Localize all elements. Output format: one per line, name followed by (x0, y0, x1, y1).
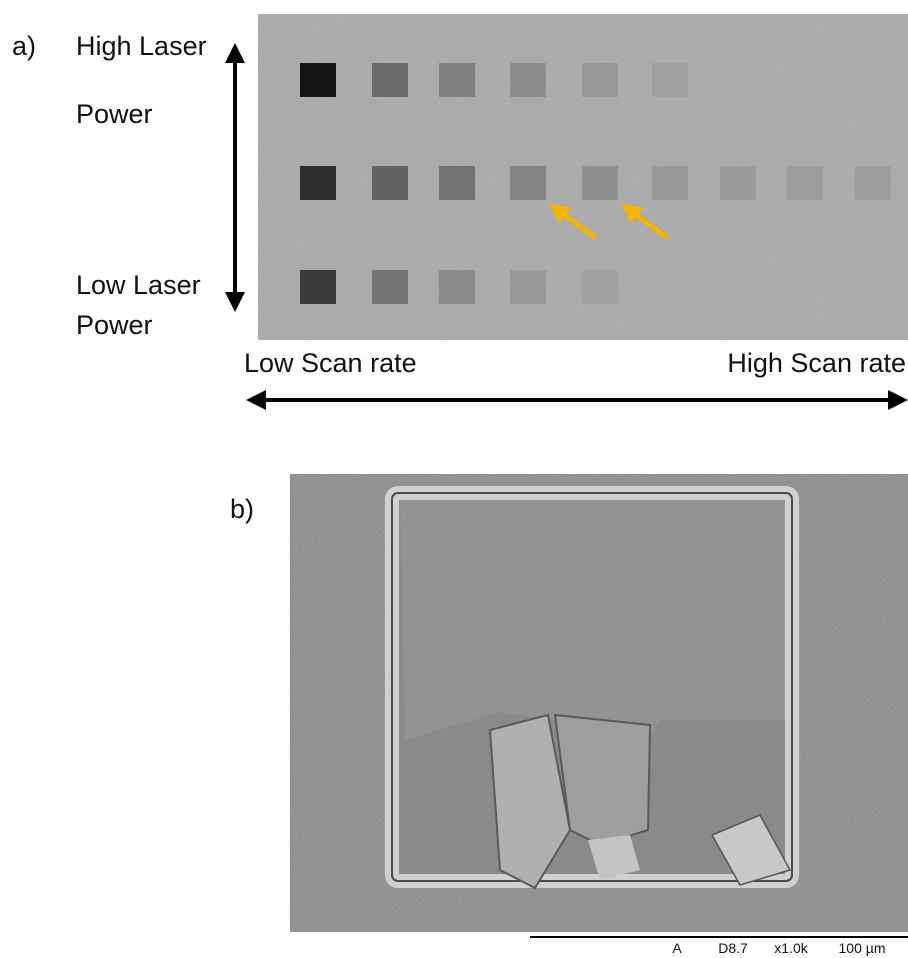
panel-label: a) (12, 31, 36, 61)
x-axis-left-label: Low Scan rate (244, 348, 417, 378)
y-axis-bottom-label: Power (76, 310, 153, 340)
figure: a) High Laser Power Low Laser Power Low … (0, 0, 908, 958)
scale-bar-text: A (672, 940, 682, 956)
y-axis-bottom-label: Low Laser (76, 270, 201, 300)
scale-bar-text: 100 µm (839, 940, 886, 956)
optical-image (258, 14, 908, 340)
y-axis-top-label: High Laser (76, 31, 207, 61)
scale-bar-text: D8.7 (718, 940, 748, 956)
sem-image (290, 474, 908, 937)
y-axis-top-label: Power (76, 99, 153, 129)
scale-bar-text: x1.0k (774, 940, 808, 956)
x-axis-right-label: High Scan rate (727, 348, 906, 378)
panel-label: b) (230, 494, 254, 524)
